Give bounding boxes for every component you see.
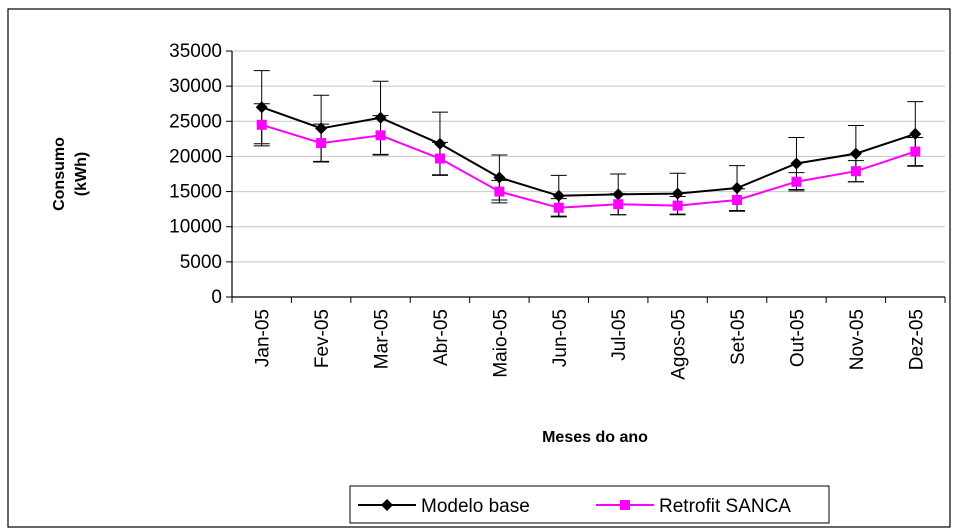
x-tick-label: Nov-05 xyxy=(847,309,868,370)
y-tick-label: 30000 xyxy=(169,76,222,97)
y-tick-label: 35000 xyxy=(169,41,222,62)
data-point-diamond xyxy=(849,147,862,160)
data-point-square xyxy=(850,166,861,177)
x-tick-label: Jan-05 xyxy=(253,309,274,367)
x-axis-title: Meses do ano xyxy=(542,429,648,446)
series-line xyxy=(261,106,916,197)
x-tick-label: Abr-05 xyxy=(431,309,452,366)
legend-item: Retrofit SANCA xyxy=(596,496,791,517)
y-tick-label: 25000 xyxy=(169,111,222,132)
data-point-square xyxy=(791,176,802,187)
legend-item: Modelo base xyxy=(358,496,530,517)
series-square xyxy=(253,103,924,218)
y-tick-label: 20000 xyxy=(169,146,222,167)
tick-labels: 0 5000 10000 15000 20000 25000 30000 35000 Jan-0… xyxy=(169,41,927,380)
x-tick-label: Fev-05 xyxy=(312,309,333,368)
data-point-square xyxy=(613,199,624,210)
x-tick-label: Dez-05 xyxy=(906,309,927,370)
data-point-diamond xyxy=(731,182,744,195)
axis-titles: Consumo (kWh) Meses do ano xyxy=(51,137,648,446)
legend-label: Modelo base xyxy=(421,496,530,517)
x-tick-label: Maio-05 xyxy=(490,309,511,378)
series-line xyxy=(261,123,916,209)
y-tick-label: 0 xyxy=(211,287,222,308)
y-tick-label: 10000 xyxy=(169,217,222,238)
legend-box xyxy=(349,485,830,524)
data-point-square xyxy=(910,146,921,157)
x-tick-label: Set-05 xyxy=(728,309,749,365)
x-tick-label: Jun-05 xyxy=(550,309,571,367)
gridlines xyxy=(232,50,945,263)
data-point-square xyxy=(732,195,743,206)
y-axis-title-line1: Consumo xyxy=(51,137,68,211)
legend-marker-diamond xyxy=(381,499,393,511)
legend: Modelo base Retrofit SANCA xyxy=(349,485,830,524)
y-axis-title-line2: (kWh) xyxy=(73,152,90,196)
y-tick-label: 15000 xyxy=(169,182,222,203)
x-tick-label: Jul-05 xyxy=(609,309,630,361)
data-point-diamond xyxy=(790,157,803,170)
series-group xyxy=(253,70,924,218)
data-point-square xyxy=(553,202,564,213)
legend-marker-square xyxy=(620,500,630,510)
legend-label: Retrofit SANCA xyxy=(659,496,791,517)
x-tick-label: Agos-05 xyxy=(669,309,690,380)
data-point-diamond xyxy=(909,127,922,140)
x-tick-label: Mar-05 xyxy=(372,309,393,369)
y-tick-label: 5000 xyxy=(180,252,222,273)
data-point-square xyxy=(316,138,327,149)
axes xyxy=(226,50,946,303)
data-point-square xyxy=(434,153,445,164)
data-point-square xyxy=(375,130,386,141)
data-point-square xyxy=(672,200,683,211)
data-point-square xyxy=(256,119,267,130)
chart-area-border xyxy=(7,8,951,528)
data-point-square xyxy=(494,186,505,197)
x-tick-label: Out-05 xyxy=(787,309,808,367)
